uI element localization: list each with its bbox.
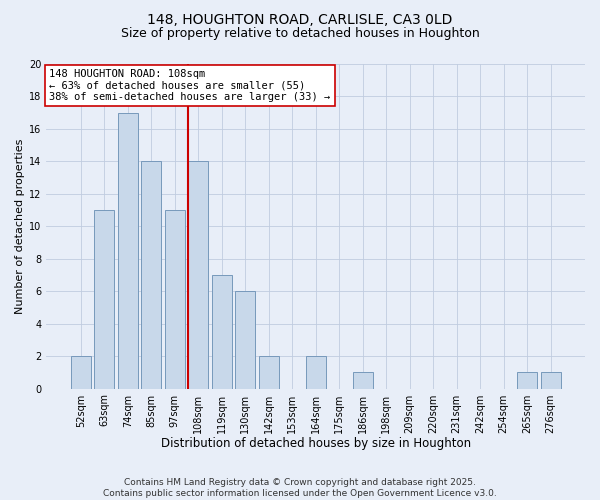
Bar bbox=[259, 356, 279, 388]
Bar bbox=[94, 210, 115, 388]
Bar bbox=[165, 210, 185, 388]
Bar bbox=[235, 291, 255, 388]
Bar bbox=[71, 356, 91, 388]
Bar bbox=[142, 162, 161, 388]
Text: Contains HM Land Registry data © Crown copyright and database right 2025.
Contai: Contains HM Land Registry data © Crown c… bbox=[103, 478, 497, 498]
Bar bbox=[306, 356, 326, 388]
Bar bbox=[118, 112, 138, 388]
Text: Size of property relative to detached houses in Houghton: Size of property relative to detached ho… bbox=[121, 28, 479, 40]
Bar bbox=[517, 372, 537, 388]
Bar bbox=[541, 372, 560, 388]
Bar bbox=[353, 372, 373, 388]
X-axis label: Distribution of detached houses by size in Houghton: Distribution of detached houses by size … bbox=[161, 437, 471, 450]
Text: 148, HOUGHTON ROAD, CARLISLE, CA3 0LD: 148, HOUGHTON ROAD, CARLISLE, CA3 0LD bbox=[148, 12, 452, 26]
Bar bbox=[188, 162, 208, 388]
Text: 148 HOUGHTON ROAD: 108sqm
← 63% of detached houses are smaller (55)
38% of semi-: 148 HOUGHTON ROAD: 108sqm ← 63% of detac… bbox=[49, 69, 331, 102]
Y-axis label: Number of detached properties: Number of detached properties bbox=[15, 138, 25, 314]
Bar bbox=[212, 275, 232, 388]
